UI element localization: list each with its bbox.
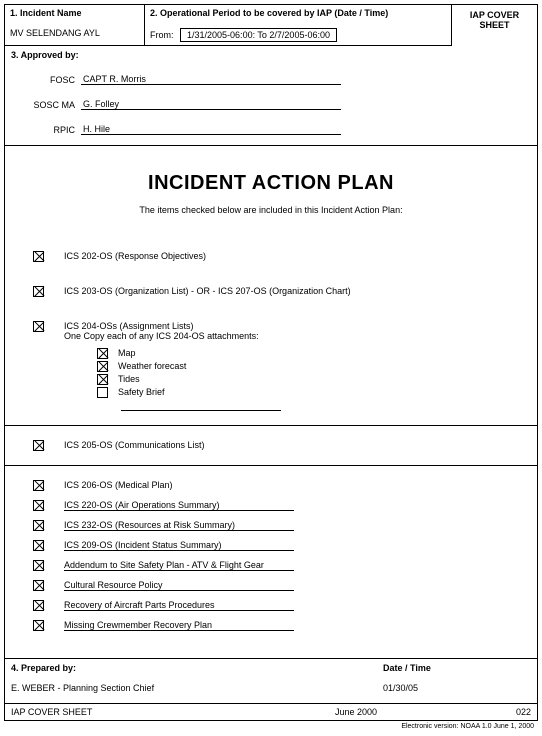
checklist-item-text: ICS 203-OS (Organization List) - OR - IC… [64, 286, 351, 296]
footer-row: IAP COVER SHEET June 2000 022 [5, 704, 537, 720]
sub-checklist-item: Safety Brief [97, 387, 509, 398]
ics-204-line1: ICS 204-OSs (Assignment Lists) [64, 321, 194, 331]
checklist-item-text: Missing Crewmember Recovery Plan [64, 620, 294, 631]
incident-name-value: MV SELENDANG AYL [10, 28, 139, 38]
checkbox-icon [33, 540, 44, 551]
checkbox-icon [33, 251, 44, 262]
page-title: INCIDENT ACTION PLAN [33, 172, 509, 195]
checkbox-icon [33, 440, 44, 451]
divider [5, 425, 537, 426]
checklist-item: ICS 203-OS (Organization List) - OR - IC… [33, 286, 509, 297]
checklist-item: ICS 232-OS (Resources at Risk Summary) [33, 520, 509, 531]
checklist-item: ICS 205-OS (Communications List) [33, 440, 509, 451]
date-time-value: 01/30/05 [383, 683, 531, 693]
sub-checklist-item: Weather forecast [97, 361, 509, 372]
checkbox-icon [33, 286, 44, 297]
sub-checklist-item: Tides [97, 374, 509, 385]
approval-name: CAPT R. Morris [81, 74, 341, 85]
cover-sheet-label: IAP COVER SHEET [452, 5, 537, 46]
prepared-by-value: E. WEBER - Planning Section Chief [11, 683, 371, 693]
checkbox-icon [33, 600, 44, 611]
divider [5, 465, 537, 466]
checkbox-icon [33, 520, 44, 531]
sub-checklist-item: Map [97, 348, 509, 359]
checkbox-icon [33, 560, 44, 571]
approval-line: SOSC MAG. Folley [11, 99, 531, 110]
checklist-item-text: Recovery of Aircraft Parts Procedures [64, 600, 294, 611]
checkbox-icon [97, 348, 108, 359]
checkbox-icon [97, 374, 108, 385]
sub-checklist-text: Weather forecast [118, 361, 186, 371]
approved-by-label: 3. Approved by: [11, 50, 531, 60]
approved-by-section: 3. Approved by: FOSCCAPT R. Morris SOSC M… [5, 46, 537, 146]
iap-cover-sheet-form: 1. Incident Name MV SELENDANG AYL 2. Ope… [4, 4, 538, 721]
checklist-item: ICS 206-OS (Medical Plan) [33, 480, 509, 491]
checklist-item: Missing Crewmember Recovery Plan [33, 620, 509, 631]
checklist-item: Recovery of Aircraft Parts Procedures [33, 600, 509, 611]
header-row: 1. Incident Name MV SELENDANG AYL 2. Ope… [5, 5, 537, 46]
checkbox-icon [97, 361, 108, 372]
approval-role: FOSC [11, 75, 81, 85]
footer-center: June 2000 [241, 707, 471, 717]
checklist-item-text: ICS 232-OS (Resources at Risk Summary) [64, 520, 294, 531]
operational-period-cell: 2. Operational Period to be covered by I… [145, 5, 452, 46]
checklist-item: Addendum to Site Safety Plan - ATV & Fli… [33, 560, 509, 571]
page-subtitle: The items checked below are included in … [33, 205, 509, 215]
checklist-item-text: ICS 206-OS (Medical Plan) [64, 480, 173, 490]
sub-checklist-text: Tides [118, 374, 140, 384]
checkbox-icon [97, 387, 108, 398]
checklist-item-204: ICS 204-OSs (Assignment Lists) One Copy … [33, 321, 509, 341]
operational-period-value: 1/31/2005-06:00: To 2/7/2005-06:00 [180, 28, 337, 42]
checkbox-icon [33, 620, 44, 631]
approval-line: FOSCCAPT R. Morris [11, 74, 531, 85]
operational-period-label: 2. Operational Period to be covered by I… [150, 8, 446, 18]
approval-role: SOSC MA [11, 100, 81, 110]
checklist-item-text: ICS 209-OS (Incident Status Summary) [64, 540, 294, 551]
electronic-version-note: Electronic version: NOAA 1.0 June 1, 200… [4, 723, 534, 730]
ics-204-line2: One Copy each of any ICS 204-OS attachme… [64, 331, 259, 341]
checklist-item: Cultural Resource Policy [33, 580, 509, 591]
approval-name: H. Hile [81, 124, 341, 135]
checkbox-icon [33, 480, 44, 491]
checklist-item-text: Cultural Resource Policy [64, 580, 294, 591]
date-time-label: Date / Time [383, 663, 531, 673]
checklist-item-text: ICS 220-OS (Air Operations Summary) [64, 500, 294, 511]
checkbox-icon [33, 321, 44, 332]
approval-role: RPIC [11, 125, 81, 135]
incident-name-cell: 1. Incident Name MV SELENDANG AYL [5, 5, 145, 46]
checklist-item-text: ICS 204-OSs (Assignment Lists) One Copy … [64, 321, 259, 341]
checkbox-icon [33, 580, 44, 591]
checklist-item-text: ICS 202-OS (Response Objectives) [64, 251, 206, 261]
incident-name-label: 1. Incident Name [10, 8, 139, 18]
prepared-by-section: 4. Prepared by: E. WEBER - Planning Sect… [5, 659, 537, 704]
sub-checklist-text: Safety Brief [118, 387, 165, 397]
ics-204-sublist: Map Weather forecast Tides Safety Brief [97, 348, 509, 398]
body-section: INCIDENT ACTION PLAN The items checked b… [5, 146, 537, 659]
from-label: From: [150, 30, 174, 40]
blank-line [121, 401, 281, 411]
approval-name: G. Folley [81, 99, 341, 110]
prepared-by-label: 4. Prepared by: [11, 663, 371, 673]
checklist-item-text: Addendum to Site Safety Plan - ATV & Fli… [64, 560, 294, 571]
footer-left: IAP COVER SHEET [11, 707, 241, 717]
checklist-item: ICS 220-OS (Air Operations Summary) [33, 500, 509, 511]
checkbox-icon [33, 500, 44, 511]
sub-checklist-text: Map [118, 348, 136, 358]
approval-line: RPICH. Hile [11, 124, 531, 135]
checklist-item-text: ICS 205-OS (Communications List) [64, 440, 205, 450]
checklist-item: ICS 202-OS (Response Objectives) [33, 251, 509, 262]
checklist-item: ICS 209-OS (Incident Status Summary) [33, 540, 509, 551]
footer-right: 022 [471, 707, 531, 717]
